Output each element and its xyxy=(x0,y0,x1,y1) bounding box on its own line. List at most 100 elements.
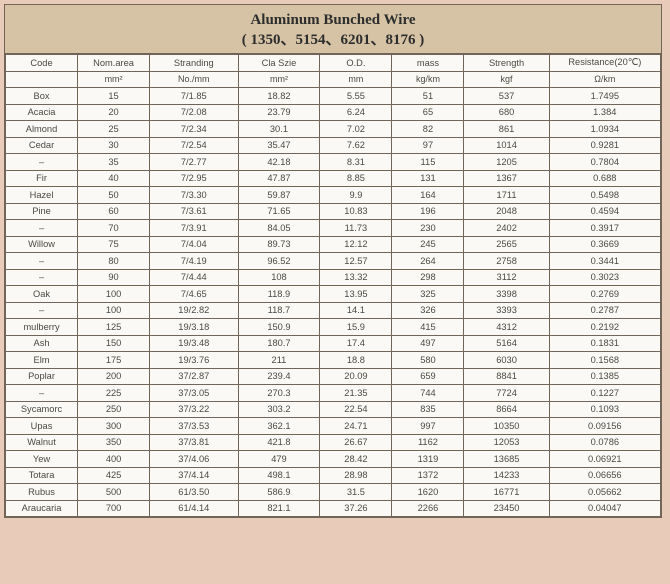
table-row: –357/2.7742.188.3111512050.7804 xyxy=(6,154,661,171)
table-cell: 37.26 xyxy=(320,500,392,517)
spec-table-container: Aluminum Bunched Wire ( 1350、5154、6201、8… xyxy=(4,4,662,518)
table-cell: 744 xyxy=(392,385,464,402)
table-cell: 19/3.76 xyxy=(150,352,238,369)
table-cell: 37/4.06 xyxy=(150,451,238,468)
table-cell: 23450 xyxy=(464,500,549,517)
table-title: Aluminum Bunched Wire ( 1350、5154、6201、8… xyxy=(5,5,661,54)
table-cell: 821.1 xyxy=(238,500,320,517)
table-cell: 12053 xyxy=(464,434,549,451)
table-cell: 1711 xyxy=(464,187,549,204)
table-cell: 1.7495 xyxy=(549,88,660,105)
table-cell: 200 xyxy=(78,368,150,385)
unit-stranding: No./mm xyxy=(150,71,238,88)
table-cell: 50 xyxy=(78,187,150,204)
table-cell: 15.9 xyxy=(320,319,392,336)
table-cell: 35.47 xyxy=(238,137,320,154)
table-cell: 14.1 xyxy=(320,302,392,319)
table-cell: 7724 xyxy=(464,385,549,402)
table-cell: 100 xyxy=(78,286,150,303)
table-cell: 400 xyxy=(78,451,150,468)
table-row: –807/4.1996.5212.5726427580.3441 xyxy=(6,253,661,270)
table-cell: 30.1 xyxy=(238,121,320,138)
table-cell: 7/2.34 xyxy=(150,121,238,138)
table-cell: Araucaria xyxy=(6,500,78,517)
table-cell: 7.02 xyxy=(320,121,392,138)
table-cell: 0.3023 xyxy=(549,269,660,286)
table-cell: 37/4.14 xyxy=(150,467,238,484)
table-cell: Rubus xyxy=(6,484,78,501)
table-cell: 421.8 xyxy=(238,434,320,451)
table-cell: 90 xyxy=(78,269,150,286)
unit-nomarea: mm² xyxy=(78,71,150,88)
table-cell: 8.31 xyxy=(320,154,392,171)
table-cell: 0.5498 xyxy=(549,187,660,204)
col-clasize: Cla Szie xyxy=(238,55,320,72)
table-row: Araucaria70061/4.14821.137.262266234500.… xyxy=(6,500,661,517)
table-cell: 700 xyxy=(78,500,150,517)
table-cell: Fir xyxy=(6,170,78,187)
table-cell: 0.1093 xyxy=(549,401,660,418)
table-row: –907/4.4410813.3229831120.3023 xyxy=(6,269,661,286)
unit-row: mm² No./mm mm² mm kg/km kgf Ω/km xyxy=(6,71,661,88)
table-row: –707/3.9184.0511.7323024020.3917 xyxy=(6,220,661,237)
table-cell: 0.2769 xyxy=(549,286,660,303)
table-cell: 15 xyxy=(78,88,150,105)
table-cell: 175 xyxy=(78,352,150,369)
table-cell: 298 xyxy=(392,269,464,286)
table-cell: Box xyxy=(6,88,78,105)
table-cell: 835 xyxy=(392,401,464,418)
col-resistance: Resistance(20℃) xyxy=(549,55,660,72)
table-cell: Acacia xyxy=(6,104,78,121)
table-cell: 97 xyxy=(392,137,464,154)
table-cell: mulberry xyxy=(6,319,78,336)
table-cell: 84.05 xyxy=(238,220,320,237)
table-row: Ash15019/3.48180.717.449751640.1831 xyxy=(6,335,661,352)
table-cell: 13685 xyxy=(464,451,549,468)
table-cell: 196 xyxy=(392,203,464,220)
table-cell: 20.09 xyxy=(320,368,392,385)
table-cell: 0.688 xyxy=(549,170,660,187)
table-cell: 425 xyxy=(78,467,150,484)
table-cell: 19/3.18 xyxy=(150,319,238,336)
table-cell: 7/4.65 xyxy=(150,286,238,303)
table-cell: 150 xyxy=(78,335,150,352)
spec-table: Code Nom.area Stranding Cla Szie O.D. ma… xyxy=(5,54,661,517)
table-row: mulberry12519/3.18150.915.941543120.2192 xyxy=(6,319,661,336)
table-cell: 59.87 xyxy=(238,187,320,204)
table-cell: 37/3.53 xyxy=(150,418,238,435)
table-cell: 2402 xyxy=(464,220,549,237)
table-cell: 100 xyxy=(78,302,150,319)
table-cell: 7/3.61 xyxy=(150,203,238,220)
unit-mass: kg/km xyxy=(392,71,464,88)
table-cell: 0.09156 xyxy=(549,418,660,435)
table-cell: 7/4.44 xyxy=(150,269,238,286)
table-row: Acacia207/2.0823.796.24656801.384 xyxy=(6,104,661,121)
table-cell: 0.1568 xyxy=(549,352,660,369)
table-cell: 37/3.05 xyxy=(150,385,238,402)
table-cell: 8.85 xyxy=(320,170,392,187)
table-cell: 20 xyxy=(78,104,150,121)
table-row: –10019/2.82118.714.132633930.2787 xyxy=(6,302,661,319)
table-cell: 0.2192 xyxy=(549,319,660,336)
table-cell: 7/2.77 xyxy=(150,154,238,171)
table-cell: 19/3.48 xyxy=(150,335,238,352)
table-cell: 16771 xyxy=(464,484,549,501)
table-row: Fir407/2.9547.878.8513113670.688 xyxy=(6,170,661,187)
table-cell: 7/2.08 xyxy=(150,104,238,121)
table-cell: 230 xyxy=(392,220,464,237)
table-cell: 211 xyxy=(238,352,320,369)
table-cell: 580 xyxy=(392,352,464,369)
col-od: O.D. xyxy=(320,55,392,72)
table-cell: 0.3441 xyxy=(549,253,660,270)
table-cell: 500 xyxy=(78,484,150,501)
table-cell: 31.5 xyxy=(320,484,392,501)
unit-clasize: mm² xyxy=(238,71,320,88)
table-cell: 65 xyxy=(392,104,464,121)
table-cell: 6030 xyxy=(464,352,549,369)
table-cell: Pine xyxy=(6,203,78,220)
table-cell: 8664 xyxy=(464,401,549,418)
title-line-2: ( 1350、5154、6201、8176 ) xyxy=(5,31,661,51)
table-cell: Ash xyxy=(6,335,78,352)
table-cell: 6.24 xyxy=(320,104,392,121)
table-row: Cedar307/2.5435.477.629710140.9281 xyxy=(6,137,661,154)
